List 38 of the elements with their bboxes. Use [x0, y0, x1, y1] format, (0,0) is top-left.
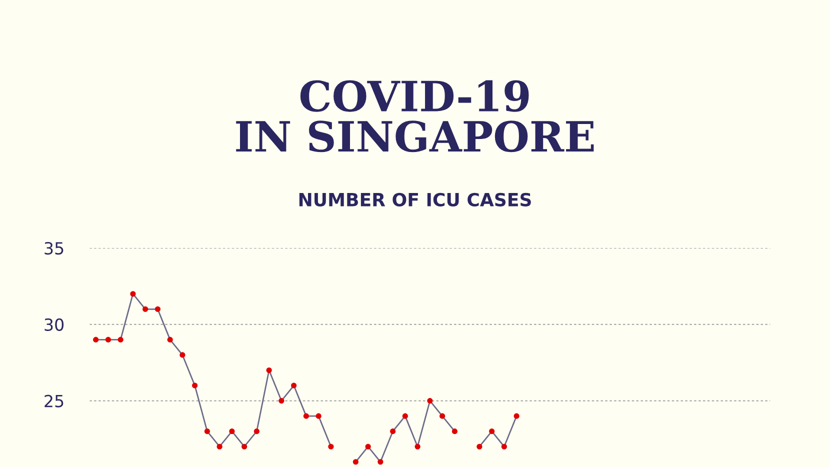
point	[93, 336, 99, 342]
point	[501, 444, 507, 450]
point	[489, 428, 495, 434]
point	[365, 444, 371, 450]
point	[291, 382, 297, 388]
point	[402, 413, 408, 419]
y-tick-label: 35	[44, 242, 64, 255]
point	[476, 444, 482, 450]
point	[303, 413, 309, 419]
point	[216, 444, 222, 450]
point	[154, 306, 160, 312]
point	[328, 444, 334, 450]
point	[105, 336, 111, 342]
point	[180, 352, 186, 358]
point	[242, 444, 248, 450]
point	[514, 413, 520, 419]
point	[378, 459, 384, 465]
point	[452, 428, 458, 434]
point	[278, 398, 284, 404]
point	[316, 413, 322, 419]
point	[440, 413, 446, 419]
point	[352, 459, 358, 465]
point	[266, 367, 272, 374]
point	[142, 306, 148, 312]
y-tick-label: 30	[44, 318, 64, 331]
point	[118, 336, 124, 342]
point	[229, 428, 235, 434]
point	[427, 398, 433, 404]
point	[192, 382, 198, 388]
point	[204, 428, 210, 434]
chart-subtitle: NUMBER OF ICU CASES	[299, 192, 531, 206]
y-tick-label: 25	[44, 394, 64, 408]
point	[414, 444, 420, 450]
chart-title: COVID-19 IN SINGAPORE	[236, 80, 594, 152]
point	[254, 428, 260, 434]
point	[167, 336, 173, 342]
point	[390, 428, 396, 434]
point	[130, 291, 136, 297]
